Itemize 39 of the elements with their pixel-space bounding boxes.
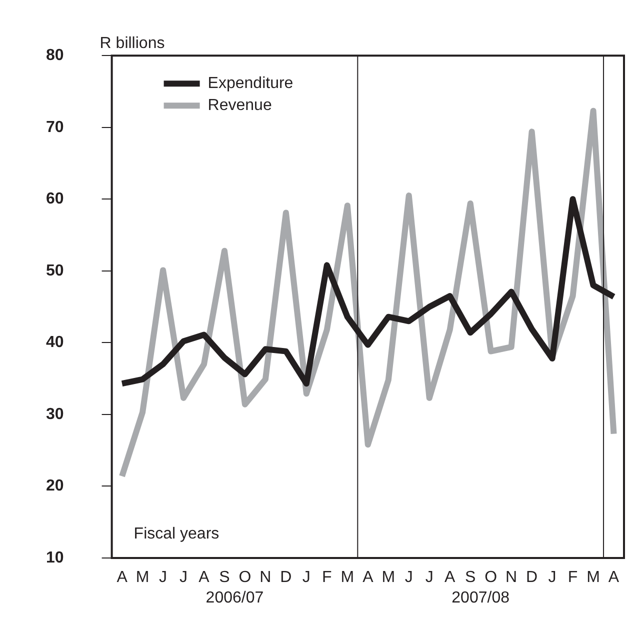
y-tick-label: 60 (46, 190, 64, 208)
x-tick-label: N (506, 569, 518, 586)
x-tick-label: J (302, 569, 310, 586)
y-tick-label: 50 (46, 262, 64, 280)
x-tick-label: M (340, 569, 354, 586)
x-tick-label: J (180, 569, 188, 586)
x-tick-label: J (548, 569, 556, 586)
x-tick-label: A (608, 569, 620, 586)
x-tick-label: F (322, 569, 332, 586)
x-tick-label: A (198, 569, 210, 586)
y-axis-title: R billions (100, 35, 165, 52)
x-tick-label: D (280, 569, 292, 586)
y-tick-label: 80 (46, 47, 64, 64)
text: 2007/08 (452, 589, 510, 606)
x-tick-label: O (484, 569, 498, 586)
x-tick-label: A (444, 569, 456, 586)
legend-label: Revenue (208, 97, 272, 114)
x-tick-label: M (136, 569, 150, 586)
y-tick-label: 70 (46, 118, 64, 136)
x-tick-label: A (362, 569, 374, 586)
x-tick-label: N (260, 569, 272, 586)
x-tick-label: S (219, 569, 230, 586)
x-tick-label: D (526, 569, 538, 586)
x-tick-label: M (586, 569, 600, 586)
x-tick-label: J (159, 569, 168, 586)
legend-label: Expenditure (208, 75, 294, 92)
x-tick-label: J (425, 569, 434, 586)
x-axis-title: Fiscal years (134, 525, 220, 542)
y-tick-label: 20 (46, 478, 64, 495)
x-tick-label: F (568, 569, 578, 586)
y-tick-label: 30 (46, 406, 64, 423)
x-tick-label: J (404, 569, 413, 586)
text: 2006/07 (206, 589, 264, 606)
y-tick-label: 40 (46, 334, 64, 352)
x-tick-label: M (382, 569, 396, 586)
x-tick-label: S (465, 569, 476, 586)
x-tick-label: A (116, 569, 128, 586)
y-tick-label: 10 (46, 549, 64, 566)
x-tick-label: O (238, 569, 252, 586)
